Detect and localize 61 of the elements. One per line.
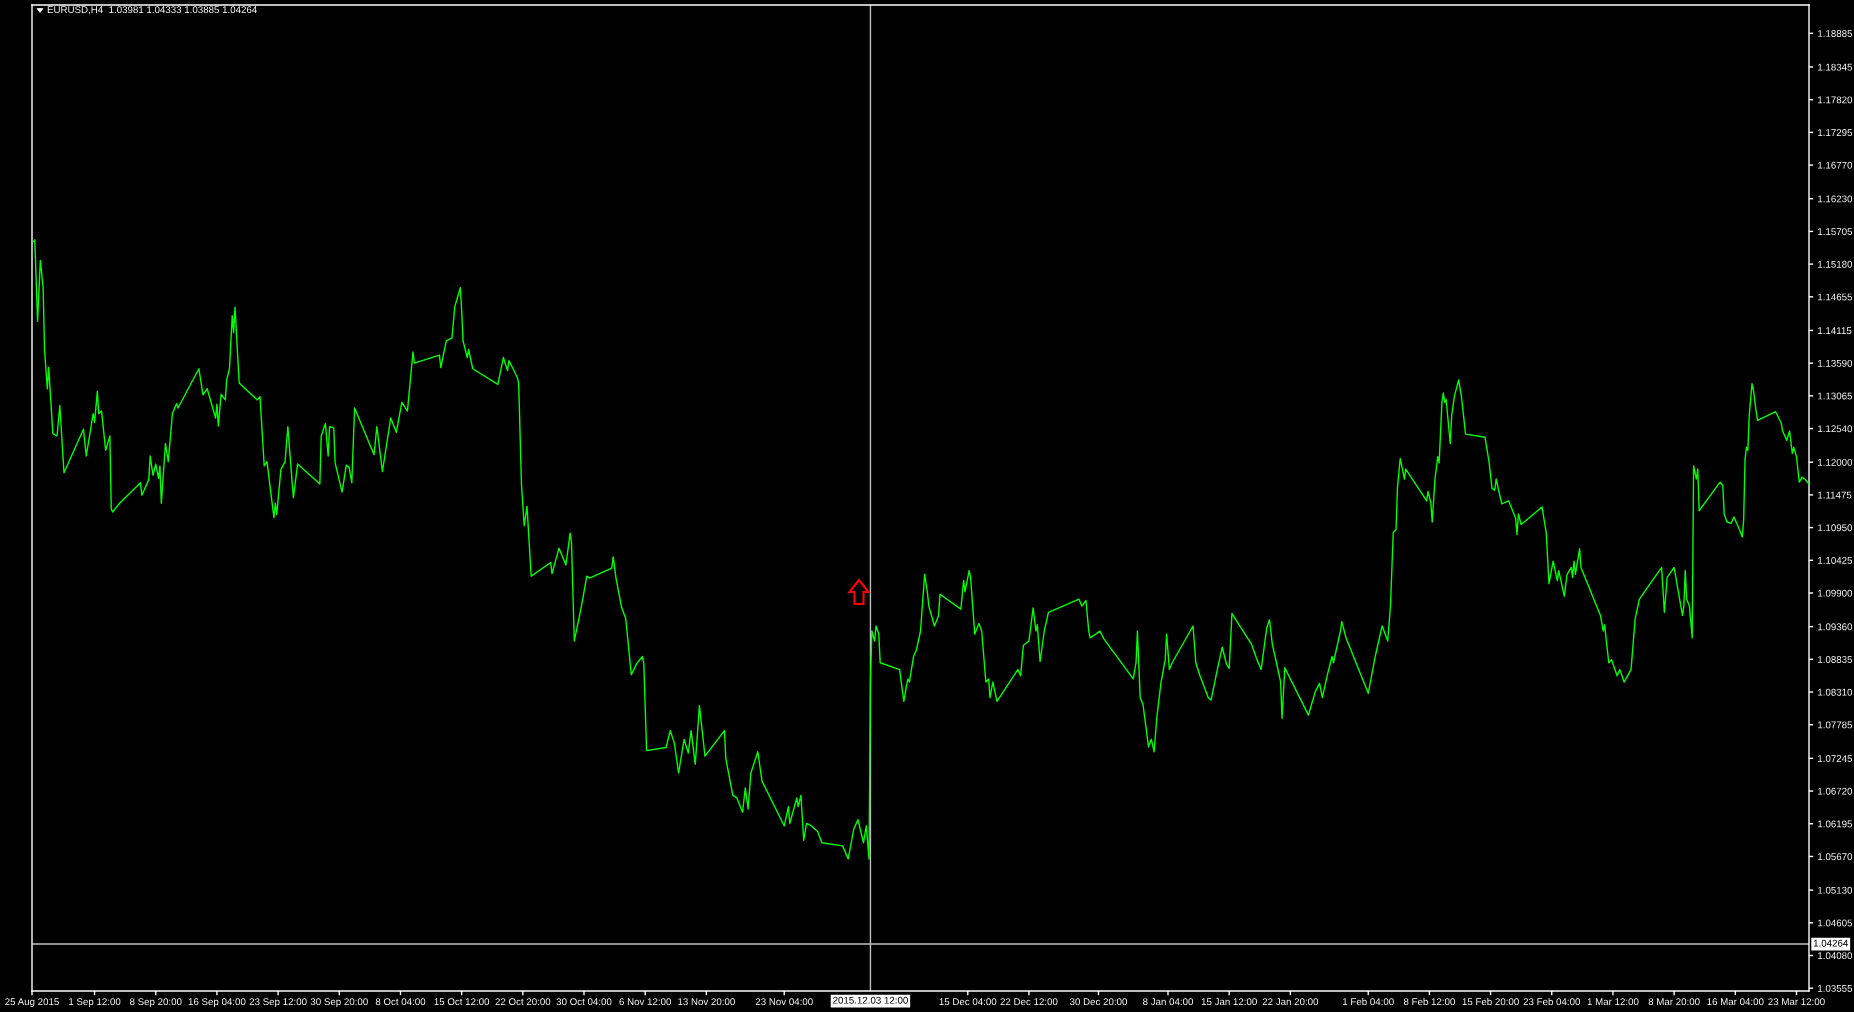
x-tick-label: 16 Mar 04:00 bbox=[1707, 998, 1764, 1006]
y-tick-label: 1.03555 bbox=[1818, 984, 1853, 992]
ref-line-label: 1.04264 bbox=[1813, 939, 1849, 947]
x-tick-label: 22 Oct 20:00 bbox=[495, 998, 551, 1006]
x-tick-label: 23 Feb 04:00 bbox=[1523, 997, 1581, 1006]
line-series bbox=[32, 239, 1809, 860]
x-tick-label: 16 Sep 04:00 bbox=[188, 998, 246, 1008]
x-tick-label: 30 Sep 20:00 bbox=[310, 998, 368, 1008]
y-tick-label: 1.09360 bbox=[1818, 623, 1853, 631]
x-tick-label: 15 Jan 12:00 bbox=[1201, 998, 1257, 1006]
x-tick-label: 30 Dec 20:00 bbox=[1069, 998, 1128, 1006]
x-tick-label: 8 Jan 04:00 bbox=[1143, 998, 1194, 1006]
y-tick-label: 1.16230 bbox=[1818, 195, 1853, 203]
y-tick-label: 1.07245 bbox=[1818, 755, 1853, 762]
y-tick-label: 1.04080 bbox=[1818, 952, 1853, 960]
y-tick-label: 1.10425 bbox=[1818, 557, 1853, 564]
y-tick-label: 1.06195 bbox=[1818, 820, 1853, 828]
y-tick-label: 1.04605 bbox=[1818, 919, 1853, 927]
y-tick-label: 1.13590 bbox=[1818, 359, 1853, 367]
y-tick-label: 1.16770 bbox=[1818, 161, 1853, 169]
y-tick-label: 1.15705 bbox=[1818, 228, 1853, 236]
y-tick-label: 1.05130 bbox=[1818, 886, 1853, 894]
x-tick-label: 23 Nov 04:00 bbox=[755, 998, 813, 1006]
y-tick-label: 1.10950 bbox=[1818, 524, 1853, 532]
x-tick-label: 1 Feb 04:00 bbox=[1343, 997, 1394, 1006]
x-tick-label: 15 Dec 04:00 bbox=[939, 998, 997, 1006]
x-tick-label: 25 Aug 2015 bbox=[5, 998, 59, 1008]
y-tick-label: 1.14115 bbox=[1818, 327, 1852, 335]
y-tick-label: 1.17820 bbox=[1818, 96, 1853, 104]
y-tick-label: 1.15180 bbox=[1818, 260, 1853, 268]
y-tick-label: 1.18885 bbox=[1818, 30, 1853, 37]
x-tick-label: 23 Mar 12:00 bbox=[1768, 998, 1825, 1006]
x-tick-label: 8 Sep 20:00 bbox=[129, 998, 182, 1008]
y-tick-label: 1.08835 bbox=[1818, 656, 1853, 663]
x-tick-label: 22 Dec 12:00 bbox=[1000, 998, 1058, 1006]
y-tick-label: 1.09900 bbox=[1818, 589, 1853, 597]
y-tick-label: 1.18345 bbox=[1818, 63, 1853, 71]
y-tick-label: 1.08310 bbox=[1818, 688, 1853, 696]
y-tick-label: 1.13065 bbox=[1818, 392, 1853, 400]
y-tick-label: 1.05670 bbox=[1818, 853, 1853, 861]
ref-line-label: 2015.12.03 12:00 bbox=[833, 996, 908, 1004]
x-tick-label: 13 Nov 20:00 bbox=[678, 998, 735, 1006]
chart-title: EURUSD,H4 1.03981 1.04333 1.03885 1.04264 bbox=[47, 6, 257, 15]
x-tick-label: 8 Feb 12:00 bbox=[1403, 997, 1455, 1006]
x-tick-label: 15 Oct 12:00 bbox=[434, 998, 490, 1006]
y-tick-label: 1.07785 bbox=[1818, 721, 1853, 729]
x-tick-label: 1 Mar 12:00 bbox=[1587, 998, 1639, 1006]
y-tick-label: 1.14655 bbox=[1818, 293, 1853, 301]
x-tick-label: 23 Sep 12:00 bbox=[249, 998, 307, 1008]
y-tick-label: 1.06720 bbox=[1818, 787, 1853, 795]
x-tick-label: 30 Oct 04:00 bbox=[556, 998, 612, 1006]
x-tick-label: 15 Feb 20:00 bbox=[1462, 997, 1519, 1006]
y-tick-label: 1.17295 bbox=[1818, 129, 1853, 136]
y-tick-label: 1.11475 bbox=[1818, 491, 1852, 499]
x-tick-label: 22 Jan 20:00 bbox=[1262, 998, 1319, 1006]
y-tick-label: 1.12540 bbox=[1818, 425, 1853, 433]
x-tick-label: 8 Mar 20:00 bbox=[1648, 998, 1700, 1006]
x-tick-label: 1 Sep 12:00 bbox=[69, 998, 121, 1008]
x-tick-label: 6 Nov 12:00 bbox=[619, 998, 672, 1006]
y-tick-label: 1.12000 bbox=[1818, 458, 1853, 466]
x-tick-label: 8 Oct 04:00 bbox=[375, 998, 426, 1006]
